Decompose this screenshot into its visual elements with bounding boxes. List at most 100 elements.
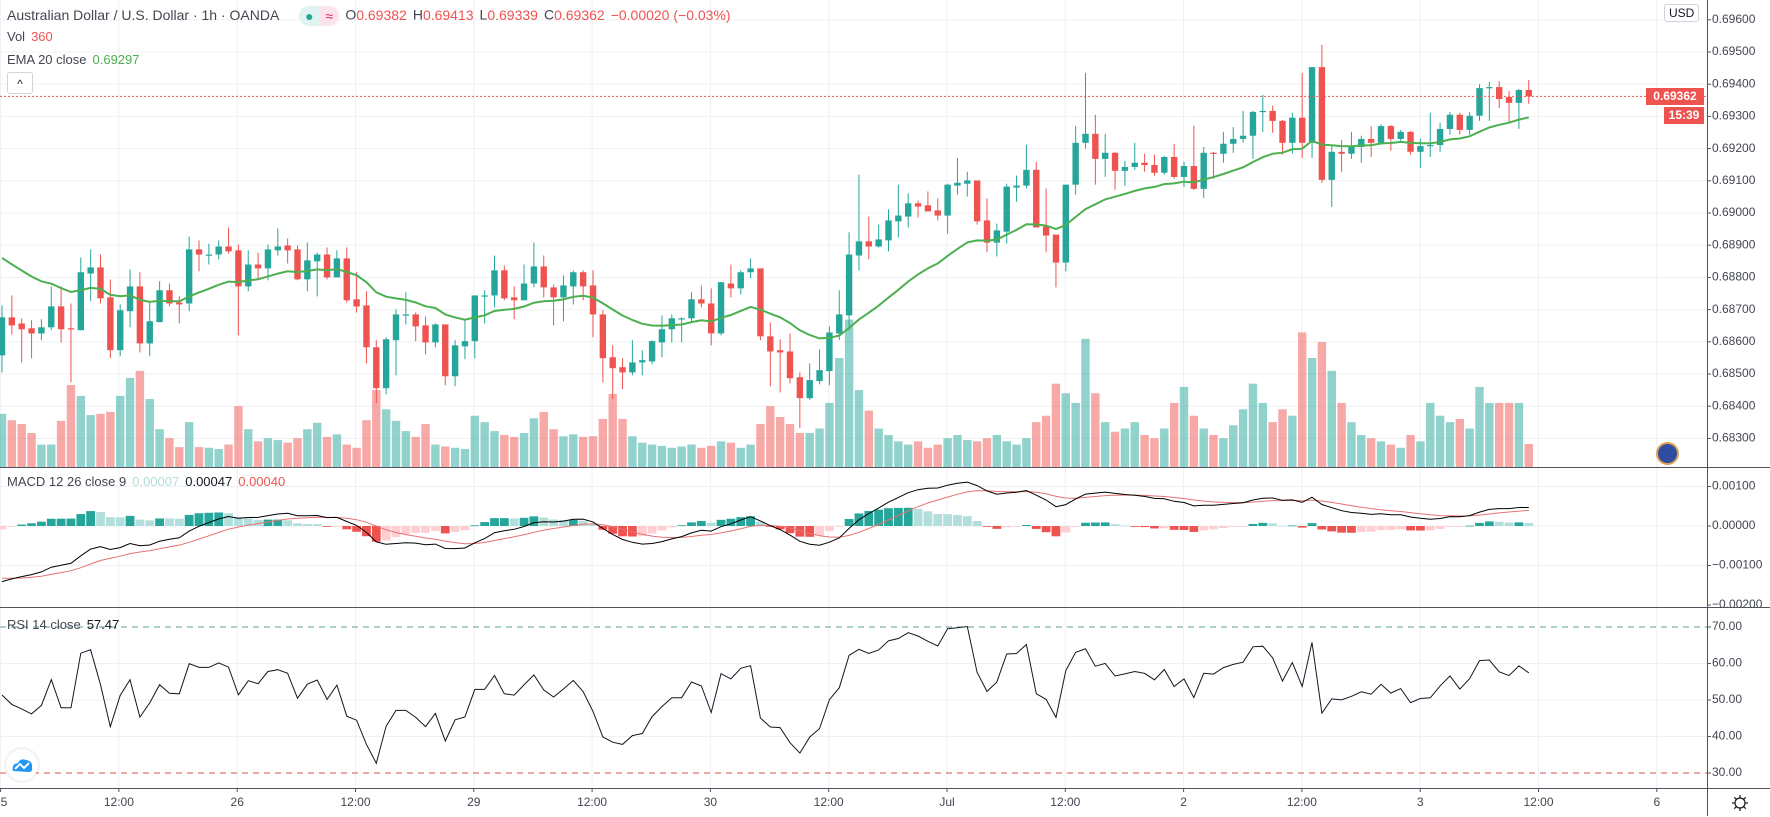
candle-down <box>225 246 232 252</box>
macd-histogram-bar <box>864 510 874 526</box>
macd-histogram-bar <box>125 515 135 526</box>
macd-legend[interactable]: MACD 12 26 close 9 0.00007 0.00047 0.00040 <box>7 474 291 489</box>
candle-down <box>796 377 804 399</box>
macd-histogram-bar <box>27 523 36 526</box>
macd-histogram-bar <box>923 511 933 526</box>
macd-histogram-bar <box>736 517 746 526</box>
volume-bar <box>0 413 7 467</box>
candle-up <box>1131 162 1138 167</box>
price-axis-label: 0.69100 <box>1712 173 1756 187</box>
candle-up <box>954 182 961 186</box>
volume-bar <box>1199 428 1208 467</box>
macd-histogram-bar <box>391 526 401 538</box>
macd-histogram-bar <box>1258 522 1268 526</box>
australia-flag-event-icon[interactable] <box>1656 442 1679 465</box>
candle-down <box>1496 87 1503 100</box>
candle-down <box>757 268 764 337</box>
tradingview-logo-icon[interactable] <box>6 749 38 781</box>
candle-up <box>0 317 6 356</box>
candle-down <box>609 357 616 369</box>
settings-gear-icon[interactable] <box>1731 794 1749 812</box>
volume-bar <box>480 422 489 467</box>
collapse-legend-button[interactable]: ^ <box>7 72 33 94</box>
symbol-title[interactable]: Australian Dollar / U.S. Dollar · 1h · O… <box>7 6 280 23</box>
macd-histogram-bar <box>243 518 253 526</box>
time-axis-label: Jul <box>939 795 954 809</box>
candle-up <box>146 321 153 344</box>
candle-down <box>550 287 557 298</box>
volume-bar <box>913 441 923 467</box>
candle-up <box>185 249 193 304</box>
volume-bar <box>1002 441 1011 467</box>
volume-label: Vol <box>7 29 26 44</box>
macd-histogram-bar <box>1455 526 1465 527</box>
macd-histogram-bar <box>647 526 657 534</box>
macd-histogram-bar <box>1248 523 1258 526</box>
volume-bar <box>578 436 588 467</box>
candle-up <box>717 282 725 334</box>
volume-bar <box>1061 393 1070 467</box>
candle-up <box>1397 131 1404 139</box>
rsi-axis-label: 40.00 <box>1712 729 1742 743</box>
candle-down <box>1318 67 1326 180</box>
volume-bar <box>37 444 46 467</box>
macd-histogram-bar <box>283 520 293 526</box>
macd-histogram-bar <box>352 526 361 532</box>
macd-histogram-bar <box>874 509 884 526</box>
ema-legend[interactable]: EMA 20 close 0.69297 <box>7 52 146 67</box>
volume-bar <box>618 418 627 467</box>
macd-line <box>1 481 1529 583</box>
candle-up <box>639 360 646 363</box>
macd-histogram-bar <box>165 518 174 526</box>
volume-bar <box>815 428 824 467</box>
candle-down <box>1092 133 1099 159</box>
price-axis-label: 0.68300 <box>1712 431 1756 445</box>
macd-histogram-bar <box>549 519 558 526</box>
macd-histogram-bar <box>302 524 312 526</box>
macd-histogram-bar <box>273 519 283 526</box>
candle-up <box>126 286 134 312</box>
macd-histogram-bar <box>529 516 539 526</box>
macd-histogram-bar <box>411 526 421 533</box>
candle-up <box>1417 146 1424 152</box>
volume-bar <box>766 406 775 467</box>
price-axis-label: 0.68600 <box>1712 334 1756 348</box>
macd-histogram-bar <box>1120 525 1130 527</box>
rsi-legend[interactable]: RSI 14 close 57.47 <box>7 617 125 632</box>
macd-histogram-bar <box>253 519 263 526</box>
status-badge[interactable]: ● ≈ <box>299 6 340 26</box>
candle-up <box>1476 88 1483 116</box>
volume-bar <box>66 384 76 467</box>
volume-bar <box>667 447 676 467</box>
candle-up <box>895 215 902 222</box>
time-axis-label: 12:00 <box>1287 795 1317 809</box>
candle-up <box>648 341 656 362</box>
macd-histogram-bar <box>1287 525 1297 527</box>
rsi-axis-label: 60.00 <box>1712 656 1742 670</box>
macd-histogram-bar <box>756 521 765 526</box>
volume-bar <box>1396 447 1405 467</box>
volume-bar <box>736 447 745 467</box>
volume-bar <box>904 444 913 467</box>
volume-bar <box>598 418 608 467</box>
volume-bar <box>825 402 834 467</box>
candle-down <box>176 302 183 305</box>
candle-up <box>875 239 882 247</box>
volume-legend[interactable]: Vol 360 <box>7 29 59 44</box>
macd-histogram-bar <box>815 526 824 536</box>
candle-down <box>599 314 607 359</box>
macd-histogram-bar <box>1406 526 1415 531</box>
macd-histogram-bar <box>844 519 854 526</box>
candle-up <box>304 260 311 280</box>
macd-line-value: 0.00047 <box>185 474 233 489</box>
ema-line <box>1 116 1530 340</box>
currency-button[interactable]: USD <box>1664 4 1700 22</box>
macd-hist-value: 0.00007 <box>132 474 180 489</box>
candle-up <box>314 254 321 262</box>
candle-up <box>826 332 833 372</box>
macd-histogram-bar <box>1337 526 1346 533</box>
macd-histogram-bar <box>1041 526 1051 533</box>
macd-histogram-bar <box>1071 526 1081 527</box>
